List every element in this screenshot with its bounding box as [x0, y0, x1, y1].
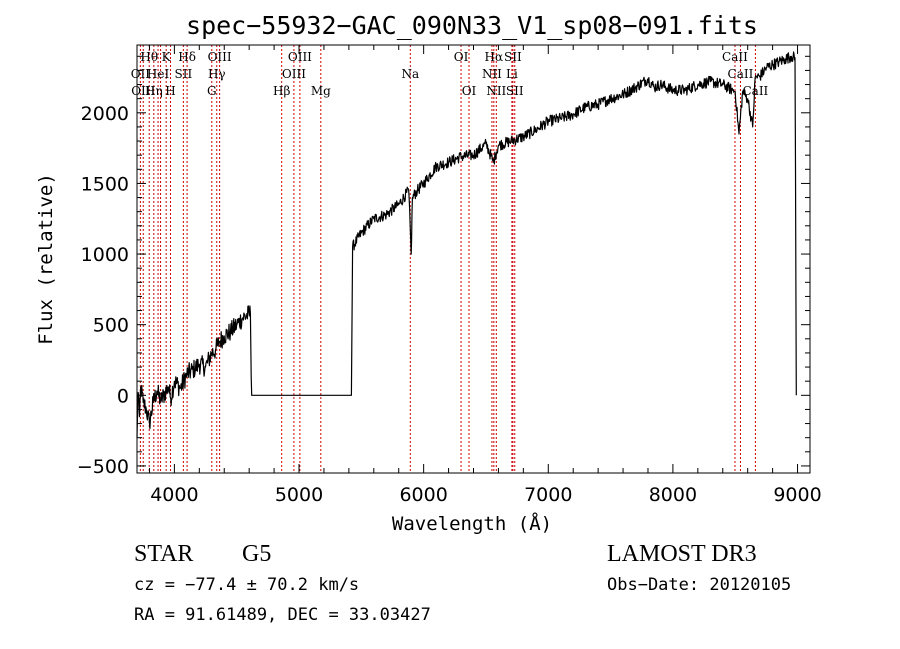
line-marker-label: H: [165, 84, 175, 98]
line-marker-label: Hη: [145, 84, 163, 98]
y-tick-label: 1500: [81, 173, 129, 195]
x-tick-label: 8000: [649, 484, 697, 506]
line-marker-label: Hθ: [140, 50, 158, 64]
chart-title: spec−55932−GAC_090N33_V1_sp08−091.fits: [186, 11, 758, 40]
line-marker-label: SII: [506, 84, 524, 98]
spectrum-line: [136, 51, 797, 438]
line-marker-label: CaII: [728, 67, 754, 81]
line-marker-label: CaII: [722, 50, 748, 64]
x-axis-label: Wavelength (Å): [392, 512, 552, 535]
line-marker-label: Mg: [311, 84, 331, 98]
line-marker-label: Hδ: [178, 50, 196, 64]
line-marker-label: OIII: [288, 50, 312, 64]
obs-date: Obs−Date: 20120105: [607, 575, 791, 595]
y-tick-label: −500: [77, 456, 129, 478]
y-tick-label: 1000: [81, 244, 129, 266]
x-tick-label: 4000: [150, 484, 198, 506]
x-tick-label: 7000: [524, 484, 572, 506]
x-tick-label: 5000: [275, 484, 323, 506]
ra-dec-text: RA = 91.61489, DEC = 33.03427: [134, 605, 431, 625]
line-marker-labels: OIIOIIIHθHηHeIKHSIIHδGHγOIIIHβOIIIOIIIMg…: [131, 50, 769, 98]
line-marker-label: OI: [454, 50, 469, 64]
y-axis-ticks: −500 0 500 1000 1500 2000: [77, 55, 810, 478]
line-marker-label: Hβ: [273, 84, 290, 98]
line-marker-label: K: [162, 50, 172, 64]
y-tick-label: 2000: [81, 103, 129, 125]
line-marker-label: NII: [482, 67, 502, 81]
line-marker-label: OIII: [208, 50, 232, 64]
line-marker-label: NII: [486, 84, 506, 98]
object-class: STAR: [134, 541, 193, 567]
line-marker-label: OII: [131, 67, 151, 81]
x-tick-label: 9000: [773, 484, 821, 506]
x-axis-ticks: 4000 5000 6000 7000 8000 9000: [148, 45, 822, 506]
line-marker-label: OIII: [282, 67, 306, 81]
y-tick-label: 500: [93, 315, 129, 337]
y-tick-label: 0: [117, 385, 129, 407]
line-marker-label: SII: [175, 67, 193, 81]
y-axis-label: Flux (relative): [35, 173, 57, 345]
redshift-text: cz = −77.4 ± 70.2 km/s: [134, 575, 359, 595]
line-marker-label: G: [207, 84, 217, 98]
survey-name: LAMOST DR3: [607, 541, 757, 567]
line-marker-label: OI: [462, 84, 477, 98]
line-marker-label: CaII: [742, 84, 768, 98]
line-marker-label: Li: [506, 67, 518, 81]
x-tick-label: 6000: [399, 484, 447, 506]
line-marker-label: HeI: [147, 67, 170, 81]
line-marker-label: Hγ: [208, 67, 226, 81]
line-markers: [139, 45, 756, 473]
plot-frame: [136, 44, 811, 474]
line-marker-label: Na: [401, 67, 419, 81]
object-subclass: G5: [242, 541, 271, 567]
line-marker-label: Hα: [485, 50, 504, 64]
line-marker-label: SII: [504, 50, 522, 64]
